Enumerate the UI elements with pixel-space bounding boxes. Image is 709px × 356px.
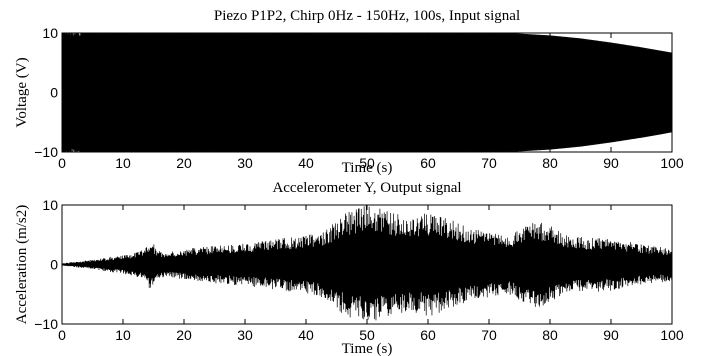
y-tick-label: −10 (34, 144, 58, 160)
x-tick-label: 100 (660, 155, 684, 171)
x-tick-label: 70 (481, 155, 497, 171)
output-x-axis-label: Time (s) (342, 341, 393, 356)
signal-trace (62, 205, 672, 321)
x-tick-label: 70 (481, 327, 497, 343)
input-y-axis-label: Voltage (V) (14, 57, 30, 127)
x-tick-label: 10 (115, 327, 131, 343)
x-tick-label: 60 (420, 327, 436, 343)
signal-onset (62, 33, 81, 152)
x-tick-label: 0 (58, 327, 66, 343)
x-tick-label: 20 (176, 155, 192, 171)
x-tick-label: 80 (542, 327, 558, 343)
y-tick-label: 0 (50, 257, 58, 273)
x-tick-label: 20 (176, 327, 192, 343)
x-tick-label: 90 (603, 327, 619, 343)
x-tick-label: 40 (298, 155, 314, 171)
input-chart-title: Piezo P1P2, Chirp 0Hz - 150Hz, 100s, Inp… (214, 8, 520, 24)
y-tick-label: 10 (42, 197, 58, 213)
y-tick-label: −10 (34, 316, 58, 332)
output-chart-title: Accelerometer Y, Output signal (272, 180, 461, 196)
y-tick-label: 10 (42, 25, 58, 41)
input-signal-panel: Piezo P1P2, Chirp 0Hz - 150Hz, 100s, Inp… (14, 8, 684, 176)
x-tick-label: 100 (660, 327, 684, 343)
output-y-axis-label: Acceleration (m/s2) (14, 205, 30, 325)
x-tick-label: 30 (237, 155, 253, 171)
x-tick-label: 90 (603, 155, 619, 171)
x-tick-label: 10 (115, 155, 131, 171)
x-tick-label: 30 (237, 327, 253, 343)
output-signal-panel: Accelerometer Y, Output signal Accelerat… (14, 180, 684, 356)
x-tick-label: 0 (58, 155, 66, 171)
x-tick-label: 80 (542, 155, 558, 171)
x-tick-label: 50 (359, 155, 375, 171)
input-x-axis-label: Time (s) (342, 160, 393, 176)
y-tick-label: 0 (50, 85, 58, 101)
x-tick-label: 60 (420, 155, 436, 171)
x-tick-label: 40 (298, 327, 314, 343)
signal-trace (62, 33, 672, 152)
x-tick-label: 50 (359, 327, 375, 343)
